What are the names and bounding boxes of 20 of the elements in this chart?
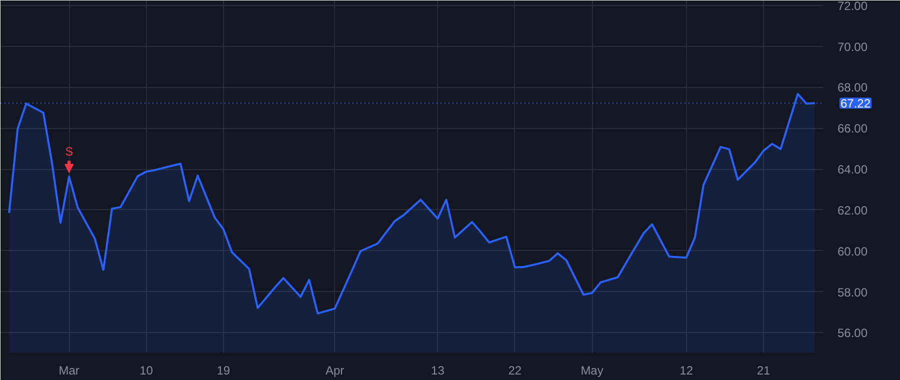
x-tick-label: Mar xyxy=(58,364,80,378)
x-tick-label: 13 xyxy=(431,364,445,378)
x-tick-label: May xyxy=(580,364,604,378)
x-tick-label: Apr xyxy=(326,364,344,378)
x-tick-label: 12 xyxy=(680,364,694,378)
ref-line-label: 67.22 xyxy=(840,96,871,111)
y-tick-label: 58.00 xyxy=(838,285,868,300)
x-tick-label: 22 xyxy=(508,364,522,378)
y-tick-label: 64.00 xyxy=(838,162,868,177)
y-tick-label: 66.00 xyxy=(838,122,868,136)
x-tick-label: 19 xyxy=(216,364,230,378)
y-tick-label: 56.00 xyxy=(838,326,868,340)
y-tick-label: 62.00 xyxy=(838,203,868,218)
y-tick-label: 72.00 xyxy=(838,0,868,13)
y-tick-label: 70.00 xyxy=(838,40,868,54)
x-tick-label: 21 xyxy=(756,364,770,378)
y-tick-label: 60.00 xyxy=(838,244,868,258)
y-tick-label: 68.00 xyxy=(838,80,868,95)
x-tick-label: 10 xyxy=(140,364,154,378)
annotation: S xyxy=(65,144,74,159)
